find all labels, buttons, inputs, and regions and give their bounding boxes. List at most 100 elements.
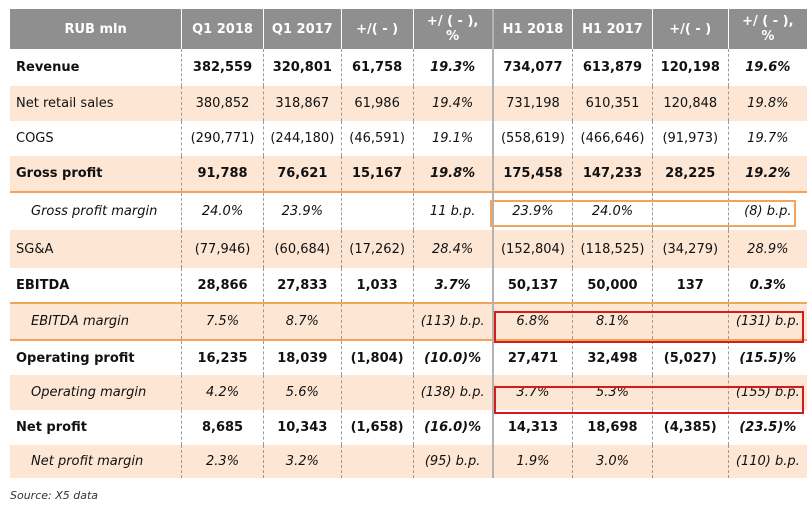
table-cell: 137 — [651, 268, 729, 303]
table-cell: 0.3% — [727, 268, 807, 303]
table-cell — [340, 302, 413, 340]
table-cell: (15.5)% — [727, 339, 807, 375]
table-cell: 731,198 — [491, 86, 573, 121]
header-q1-2018: Q1 2018 — [181, 9, 264, 49]
table-row: Revenue 382,559 320,801 61,758 19.3% 734,077 6… — [10, 49, 807, 86]
table-cell: 7.5% — [181, 302, 264, 340]
table-cell: 2.3% — [181, 445, 264, 478]
table-cell: 19.8% — [727, 86, 807, 121]
header-h1-change-pct: +/ ( - ), % — [727, 9, 807, 49]
table-cell: (95) b.p. — [412, 445, 493, 478]
table-cell: (118,525) — [572, 230, 653, 268]
row-label: Gross profit — [10, 156, 182, 192]
table-cell: 19.6% — [727, 49, 807, 86]
header-h1-change: +/( - ) — [651, 9, 729, 49]
table-cell: 14,313 — [491, 410, 573, 445]
source-note: Source: X5 data — [10, 489, 99, 502]
table-cell: 18,698 — [572, 410, 653, 445]
table-cell: 147,233 — [572, 156, 653, 192]
table-cell: 8.7% — [262, 302, 342, 340]
table-cell: 24.0% — [181, 191, 264, 230]
table-row: Net retail sales 380,852 318,867 61,986 19.4… — [10, 86, 807, 121]
table-cell: (77,946) — [181, 230, 264, 268]
table-cell: 50,137 — [491, 268, 573, 303]
table-cell: 11 b.p. — [412, 191, 493, 230]
table-cell: 27,471 — [491, 339, 573, 375]
table-cell: 610,351 — [572, 86, 653, 121]
row-label: EBITDA margin — [10, 302, 182, 340]
table-cell: 28.4% — [412, 230, 493, 268]
table-cell: (60,684) — [262, 230, 342, 268]
table-cell: 734,077 — [491, 49, 573, 86]
table-row: Net profit margin 2.3% 3.2% (95) b.p. 1.9% 3.… — [10, 445, 807, 478]
table-cell: 3.2% — [262, 445, 342, 478]
table-cell: 50,000 — [572, 268, 653, 303]
table-cell — [340, 445, 413, 478]
table-cell: 3.7% — [491, 375, 573, 410]
table-cell: (10.0)% — [412, 339, 493, 375]
table-cell: 175,458 — [491, 156, 573, 192]
table-cell: (290,771) — [181, 121, 264, 156]
table-row: Operating margin 4.2% 5.6% (138) b.p. 3.7% 5.… — [10, 375, 807, 410]
table-cell: 19.2% — [727, 156, 807, 192]
table-cell — [651, 375, 729, 410]
table-cell: (155) b.p. — [727, 375, 807, 410]
table-cell: 3.0% — [572, 445, 653, 478]
table-cell: 8.1% — [572, 302, 653, 340]
table-cell — [651, 191, 729, 230]
table-cell: 318,867 — [262, 86, 342, 121]
row-label: Net profit — [10, 410, 182, 445]
table-cell: (1,804) — [340, 339, 413, 375]
table-cell: 5.3% — [572, 375, 653, 410]
table-cell: 6.8% — [491, 302, 573, 340]
table-cell: 19.3% — [412, 49, 493, 86]
table-row: EBITDA 28,866 27,833 1,033 3.7% 50,137 50,000 1… — [10, 268, 807, 303]
table-cell: (131) b.p. — [727, 302, 807, 340]
table-cell: 27,833 — [262, 268, 342, 303]
table-row: EBITDA margin 7.5% 8.7% (113) b.p. 6.8% 8.1% (… — [10, 302, 807, 340]
table-cell: 320,801 — [262, 49, 342, 86]
header-q1-change: +/( - ) — [340, 9, 413, 49]
row-label: Net profit margin — [10, 445, 182, 478]
table-cell: 120,198 — [651, 49, 729, 86]
table-cell: (17,262) — [340, 230, 413, 268]
table-cell: 382,559 — [181, 49, 264, 86]
table-cell: 120,848 — [651, 86, 729, 121]
table-cell: 24.0% — [572, 191, 653, 230]
table-cell: 28,866 — [181, 268, 264, 303]
table-cell: (244,180) — [262, 121, 342, 156]
table-cell: (558,619) — [491, 121, 573, 156]
table-cell: 23.9% — [491, 191, 573, 230]
table-cell: 19.8% — [412, 156, 493, 192]
header-label: RUB mln — [10, 9, 182, 49]
table-cell: (152,804) — [491, 230, 573, 268]
table-cell: 613,879 — [572, 49, 653, 86]
table-cell: 61,758 — [340, 49, 413, 86]
table-cell: 380,852 — [181, 86, 264, 121]
header-row: RUB mln Q1 2018 Q1 2017 +/( - ) +/ ( - )… — [10, 9, 807, 49]
table-row: Net profit 8,685 10,343 (1,658) (16.0)% 14,31… — [10, 410, 807, 445]
table-cell: 15,167 — [340, 156, 413, 192]
table-cell — [340, 375, 413, 410]
table-cell: 19.7% — [727, 121, 807, 156]
row-label: EBITDA — [10, 268, 182, 303]
header-h1-2017: H1 2017 — [572, 9, 653, 49]
table-cell: 32,498 — [572, 339, 653, 375]
table-cell: 23.9% — [262, 191, 342, 230]
table-cell: (23.5)% — [727, 410, 807, 445]
table-cell — [651, 445, 729, 478]
table-cell: 3.7% — [412, 268, 493, 303]
table-cell — [651, 302, 729, 340]
table-row: SG&A (77,946) (60,684) (17,262) 28.4% (152,80… — [10, 230, 807, 268]
table-cell: (34,279) — [651, 230, 729, 268]
table-row: Operating profit 16,235 18,039 (1,804) (10.0… — [10, 339, 807, 375]
header-q1-2017: Q1 2017 — [262, 9, 342, 49]
table-cell: 28.9% — [727, 230, 807, 268]
table-cell: (110) b.p. — [727, 445, 807, 478]
table-row: Gross profit 91,788 76,621 15,167 19.8% 175,4… — [10, 156, 807, 192]
table-cell: 91,788 — [181, 156, 264, 192]
table-cell: 61,986 — [340, 86, 413, 121]
table-cell: 19.4% — [412, 86, 493, 121]
table-cell: 10,343 — [262, 410, 342, 445]
table-row: Gross profit margin 24.0% 23.9% 11 b.p. 23.9… — [10, 191, 807, 230]
